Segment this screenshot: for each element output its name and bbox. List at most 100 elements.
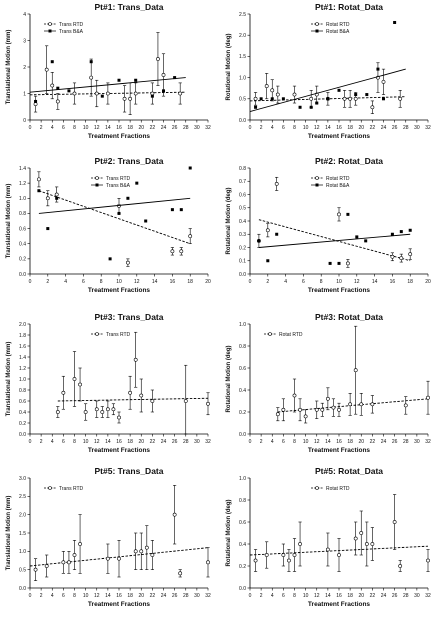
data-point-circle: [370, 402, 375, 407]
x-tick-label: 8: [293, 125, 296, 131]
chart-title: Pt#1: Rotat_Data: [315, 2, 383, 12]
series-2: [249, 20, 406, 112]
y-tick-label: 0.0: [239, 586, 246, 592]
x-tick-label: 22: [150, 125, 156, 131]
x-tick-label: 0: [29, 279, 32, 285]
data-point-square: [346, 212, 350, 216]
data-point-square: [117, 211, 121, 215]
x-tick-label: 0: [29, 593, 32, 599]
legend-marker-square: [95, 183, 99, 187]
x-tick-label: 12: [314, 593, 320, 599]
x-tick-label: 22: [370, 593, 376, 599]
data-point-circle: [370, 105, 375, 110]
data-point-circle: [50, 83, 55, 88]
data-point-circle: [105, 91, 110, 96]
y-axis-label: Translational Motion (mm): [6, 496, 12, 571]
x-tick-label: 26: [392, 125, 398, 131]
x-axis-label: Treatment Fractions: [308, 601, 371, 608]
data-point-circle: [399, 256, 404, 261]
data-point-circle: [206, 560, 210, 565]
x-tick-label: 2: [40, 125, 43, 131]
y-tick-label: 0: [23, 118, 26, 124]
y-tick-label: 0.6: [239, 366, 246, 372]
trend-line: [38, 190, 191, 245]
data-point-circle: [381, 79, 386, 84]
data-point-circle: [156, 57, 160, 61]
data-point-circle: [117, 415, 121, 420]
data-point-circle: [403, 403, 408, 408]
x-tick-label: 10: [83, 439, 89, 445]
x-tick-label: 20: [138, 439, 144, 445]
x-tick-label: 28: [403, 593, 409, 599]
data-point-circle: [33, 102, 38, 107]
x-tick-label: 14: [105, 593, 111, 599]
legend: Rotat RTD: [311, 486, 350, 492]
legend-marker-circle: [315, 486, 319, 490]
x-tick-label: 24: [381, 125, 387, 131]
series-1: [275, 325, 430, 424]
data-point-square: [173, 76, 177, 80]
x-tick-label: 24: [161, 125, 167, 131]
y-tick-label: 1.4: [19, 355, 26, 361]
legend-label: Rotat RTD: [326, 22, 350, 28]
x-tick-label: 18: [127, 125, 133, 131]
x-tick-label: 8: [73, 125, 76, 131]
data-point-circle: [292, 92, 297, 97]
data-point-square: [34, 99, 38, 103]
x-tick-label: 20: [138, 593, 144, 599]
data-point-circle: [188, 234, 193, 239]
x-tick-label: 14: [325, 125, 331, 131]
data-point-square: [382, 97, 385, 101]
data-point-circle: [303, 414, 308, 419]
data-point-circle: [348, 96, 353, 101]
data-point-square: [144, 219, 148, 223]
data-point-circle: [44, 564, 49, 568]
data-point-circle: [72, 91, 77, 96]
data-point-circle: [33, 567, 38, 572]
y-tick-label: 2.5: [19, 494, 26, 500]
x-tick-label: 16: [336, 439, 342, 445]
x-tick-label: 10: [83, 125, 89, 131]
x-tick-label: 32: [205, 125, 211, 131]
legend-label: Trans B&A: [106, 183, 131, 189]
series-1: [37, 171, 193, 267]
x-tick-label: 4: [271, 439, 274, 445]
chart-title: Pt#3: Rotat_Data: [315, 312, 383, 322]
y-axis-label: Translational Motion (mm): [6, 184, 12, 259]
legend-label: Rotat B&A: [326, 29, 350, 35]
chart-title: Pt#1: Trans_Data: [95, 2, 164, 12]
x-tick-label: 0: [249, 279, 252, 285]
x-tick-label: 26: [172, 439, 178, 445]
data-point-square: [390, 232, 394, 236]
legend-label: Trans RTD: [59, 486, 84, 492]
data-point-circle: [117, 556, 121, 561]
trend-line: [38, 197, 191, 214]
series-1: [55, 331, 210, 435]
data-point-circle: [359, 402, 364, 407]
data-point-circle: [72, 377, 77, 381]
y-tick-label: 0.3: [239, 232, 246, 238]
y-tick-label: 0.0: [19, 272, 26, 278]
x-tick-label: 4: [51, 593, 54, 599]
data-point-circle: [342, 96, 347, 101]
data-point-square: [56, 86, 60, 90]
series-1: [29, 485, 210, 581]
data-point-square: [337, 88, 341, 92]
data-point-circle: [67, 560, 71, 565]
data-point-circle: [178, 571, 183, 576]
x-tick-label: 26: [172, 593, 178, 599]
x-tick-label: 20: [358, 439, 364, 445]
x-axis-label: Treatment Fractions: [308, 287, 371, 294]
data-point-circle: [359, 531, 364, 535]
y-tick-label: 0.2: [19, 421, 26, 427]
x-axis-label: Treatment Fractions: [88, 601, 151, 608]
data-point-square: [50, 60, 54, 64]
x-tick-label: 8: [73, 439, 76, 445]
x-tick-label: 4: [284, 279, 287, 285]
y-tick-label: 0.5: [239, 206, 246, 212]
y-tick-label: 1.5: [19, 531, 26, 537]
x-tick-label: 10: [303, 125, 309, 131]
legend: Trans RTD: [91, 332, 131, 338]
